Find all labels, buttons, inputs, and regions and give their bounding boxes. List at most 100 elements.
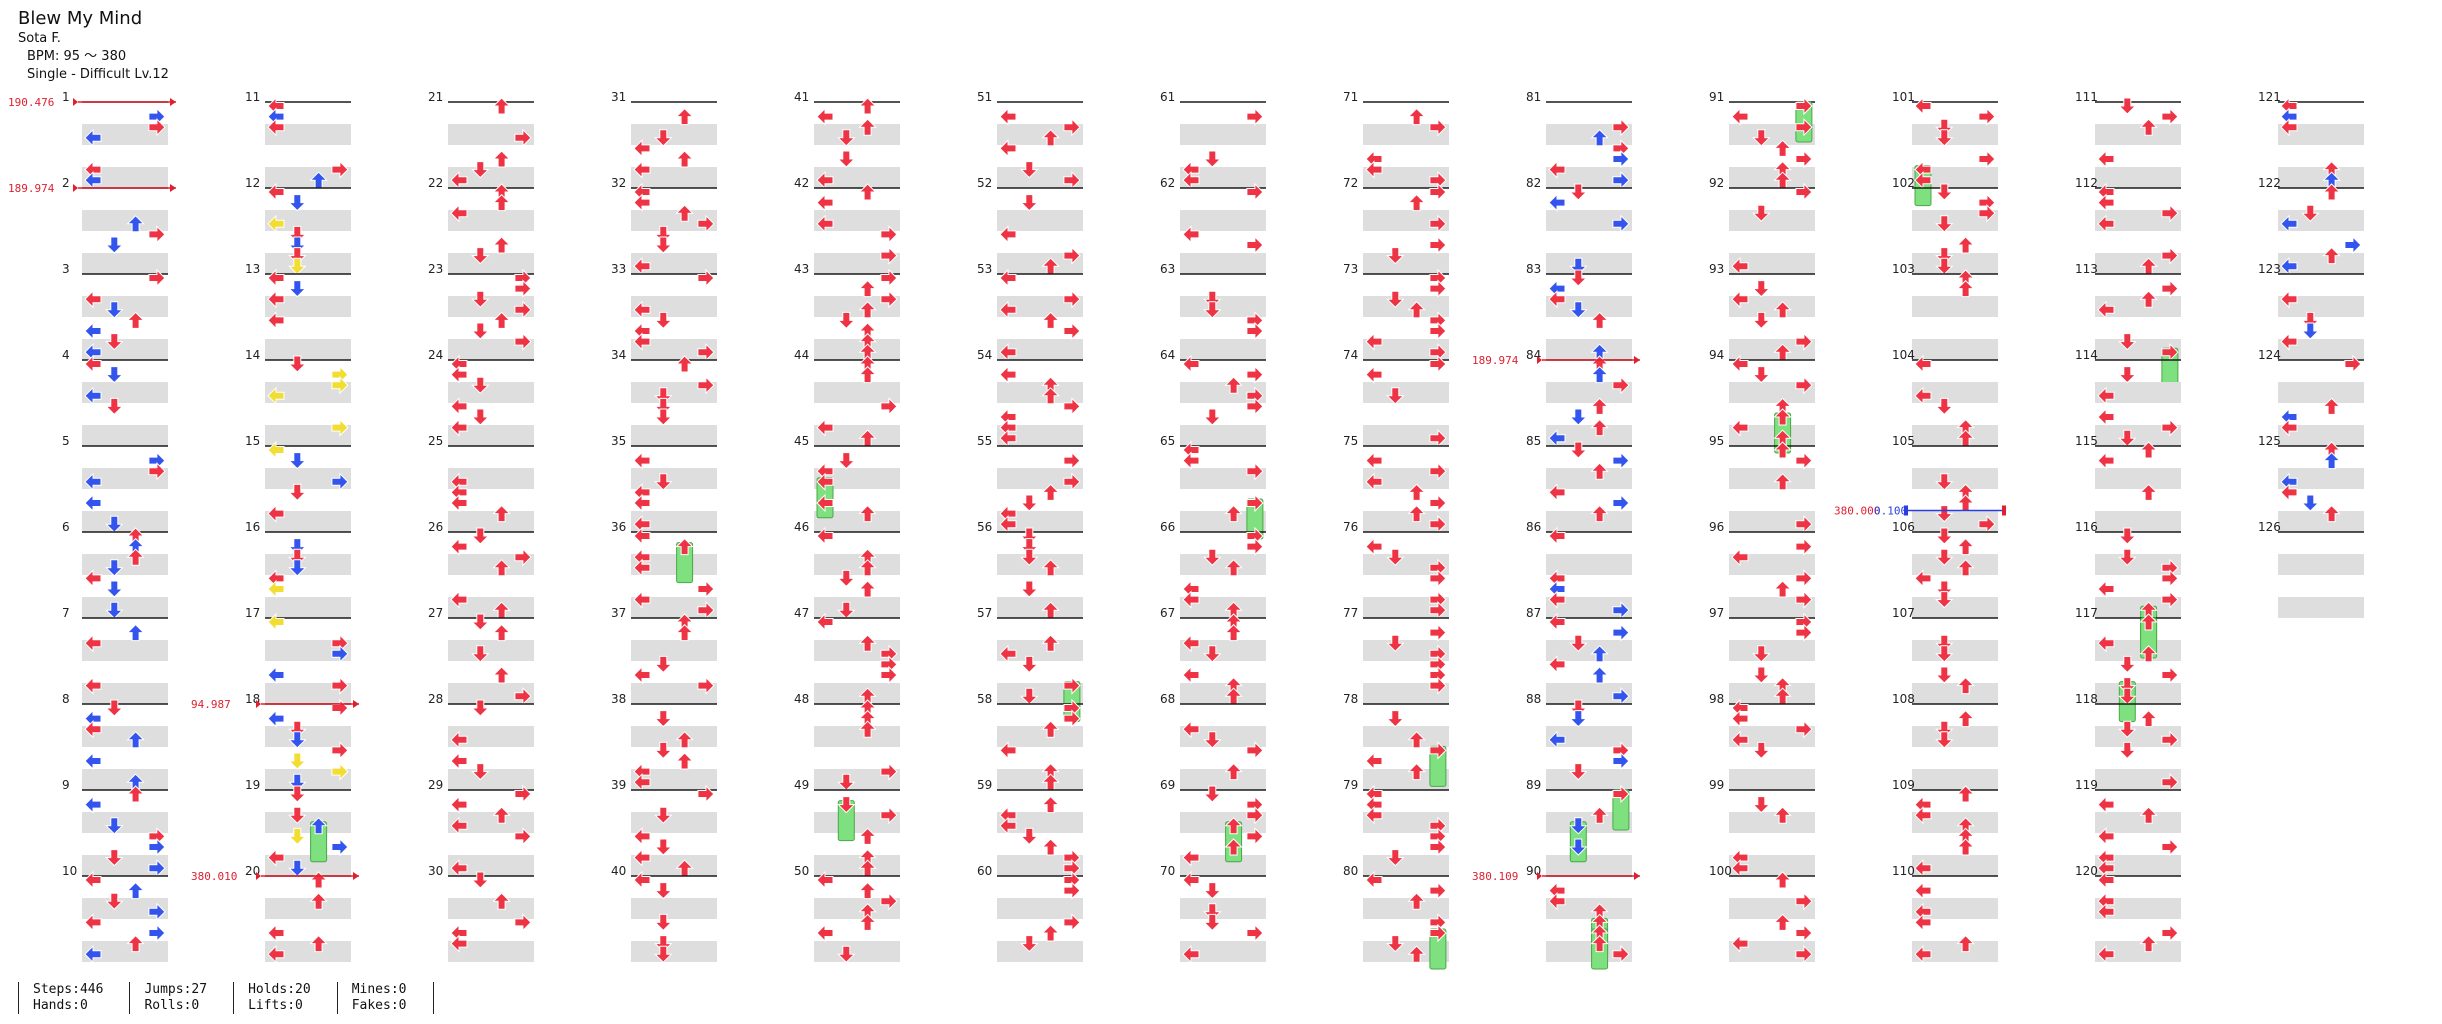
arrow-note <box>1386 935 1405 953</box>
measure-number: 39 <box>611 778 626 792</box>
measure-number: 125 <box>2258 434 2281 448</box>
arrow-note <box>1978 149 1996 169</box>
measure: 34 <box>611 348 717 446</box>
arrow-note <box>999 816 1017 836</box>
arrow-note <box>1548 526 1566 546</box>
measure-number: 107 <box>1892 606 1915 620</box>
measure-stripe <box>1729 425 1815 446</box>
arrow-note <box>1246 321 1264 341</box>
measure-number: 105 <box>1892 434 1915 448</box>
measure-stripe <box>265 812 351 833</box>
measure-stripe <box>1363 812 1449 833</box>
measure-stripe <box>814 253 900 274</box>
arrow-note <box>1731 107 1749 126</box>
measure-number: 4 <box>62 348 70 362</box>
arrow-note <box>1956 838 1975 856</box>
bpm-tick <box>1537 872 1542 880</box>
arrow-note <box>1752 311 1771 330</box>
measure-stripe <box>2095 253 2181 274</box>
measure: 48 <box>794 692 900 791</box>
measure-stripe <box>82 898 168 919</box>
measure: 62 <box>1160 176 1266 274</box>
arrow-note <box>84 472 102 492</box>
measure: 101 <box>1892 90 1998 207</box>
measure: 103 <box>1892 262 1998 360</box>
arrow-note <box>84 569 102 588</box>
measure-stripe <box>1180 210 1266 231</box>
arrow-note <box>880 268 898 288</box>
measure: 99 <box>1709 778 1815 878</box>
arrow-note <box>999 139 1017 158</box>
arrow-note <box>675 537 694 556</box>
arrow-note <box>2139 290 2158 308</box>
bpm-change-marker: 380.010 <box>191 870 359 883</box>
arrow-note <box>1795 537 1813 556</box>
measure-stripe <box>448 683 534 704</box>
measure-stripe <box>1363 726 1449 747</box>
arrow-note <box>999 107 1017 126</box>
arrow-note <box>1429 493 1447 513</box>
measure-number: 91 <box>1709 90 1724 104</box>
measure-stripe <box>1180 468 1266 489</box>
measure-stripe <box>448 253 534 274</box>
measure-stripe <box>2095 511 2181 532</box>
measure-number: 37 <box>611 606 626 620</box>
arrow-note <box>1020 827 1039 846</box>
arrow-note <box>267 386 285 406</box>
measure: 54 <box>977 348 1083 448</box>
arrow-note <box>675 107 694 126</box>
arrow-note <box>697 676 715 695</box>
arrow-note <box>1773 913 1792 931</box>
measure-stripe <box>1546 468 1632 489</box>
measure: 9 <box>62 778 168 878</box>
measure: 31 <box>611 90 717 188</box>
measure-stripe <box>997 511 1083 532</box>
measure-stripe <box>1363 511 1449 532</box>
measure: 115 <box>2075 434 2181 532</box>
arrow-note <box>2161 923 2179 943</box>
measure-stripe <box>814 468 900 489</box>
measure: 49 <box>794 778 900 877</box>
arrow-note <box>105 699 124 717</box>
measure-number: 114 <box>2075 348 2098 362</box>
measure-stripe <box>82 855 168 876</box>
measure-stripe <box>1912 683 1998 704</box>
measure-stripe <box>814 855 900 876</box>
arrow-note <box>105 397 124 416</box>
measure: 98 <box>1709 692 1815 790</box>
arrow-note <box>1795 891 1813 911</box>
measure-number: 28 <box>428 692 443 706</box>
measure-stripe <box>814 640 900 661</box>
measure-stripe <box>1546 511 1632 532</box>
measure-stripe <box>997 769 1083 790</box>
arrow-note <box>471 871 490 889</box>
arrow-note <box>1795 149 1813 169</box>
lifts-count: Lifts:0 <box>248 998 303 1013</box>
arrow-note <box>2118 333 2137 351</box>
arrow-note <box>84 354 102 374</box>
measure-stripe <box>1729 253 1815 274</box>
arrow-note <box>84 913 102 932</box>
arrow-note <box>1773 408 1792 426</box>
arrow-note <box>2118 97 2137 115</box>
measure-stripe <box>2278 124 2364 145</box>
arrow-note <box>1752 666 1771 684</box>
measure: 41 <box>794 90 900 190</box>
arrow-note <box>1795 623 1813 642</box>
arrow-note <box>2322 397 2341 415</box>
measure-number: 9 <box>62 778 70 792</box>
arrow-note <box>84 321 102 341</box>
measure-number: 78 <box>1343 692 1358 706</box>
arrow-note <box>816 214 834 234</box>
arrow-note <box>816 472 834 492</box>
arrow-note <box>1590 504 1609 523</box>
measure-number: 103 <box>1892 262 1915 276</box>
measure-stripe <box>1546 640 1632 661</box>
measure: 38 <box>611 692 717 792</box>
arrow-note <box>999 300 1017 320</box>
arrow-note <box>450 537 468 556</box>
measure-stripe <box>1912 468 1998 489</box>
arrow-note <box>450 493 468 513</box>
arrow-note <box>148 225 166 244</box>
arrow-note <box>1386 849 1405 867</box>
